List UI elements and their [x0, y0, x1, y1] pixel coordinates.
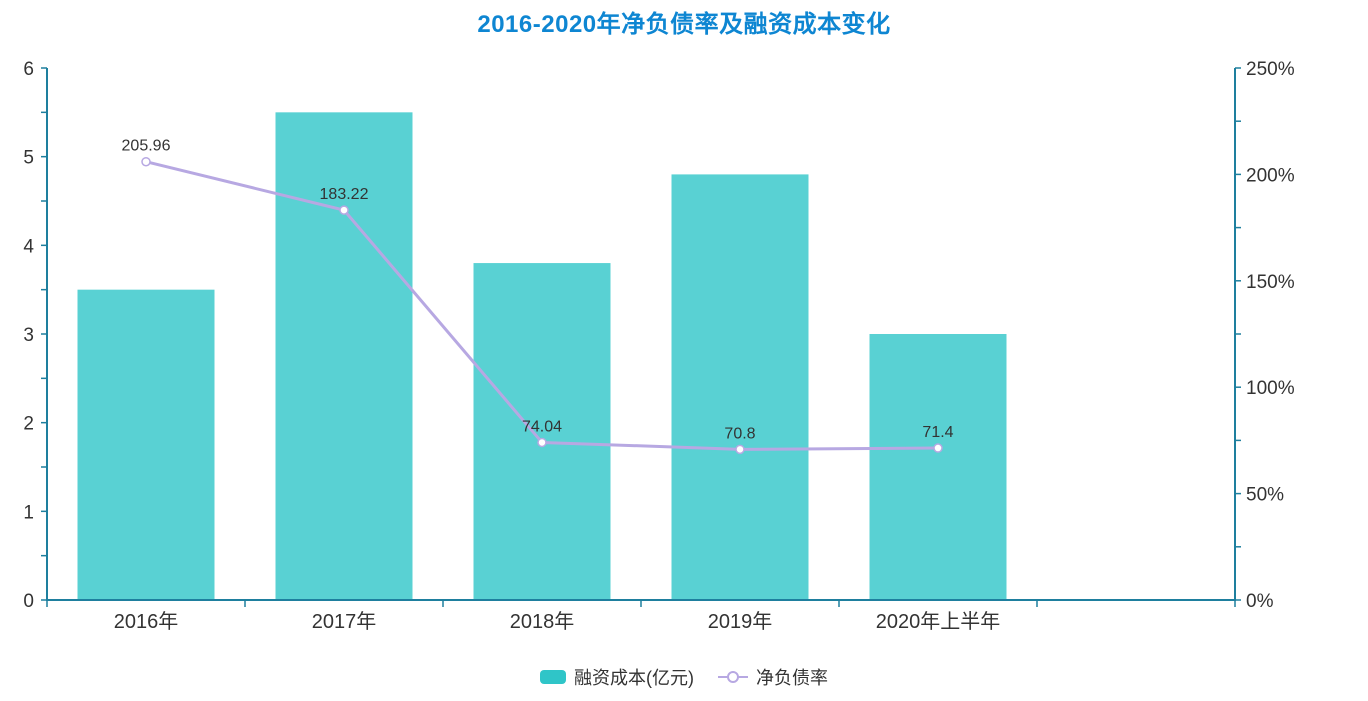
x-axis-label: 2019年 — [708, 610, 773, 633]
line-series-swatch-icon — [718, 671, 748, 683]
bar-financing-cost[interactable] — [671, 174, 809, 600]
line-point-marker[interactable] — [141, 156, 151, 167]
right-axis-label: 0% — [1246, 591, 1274, 612]
line-point-marker[interactable] — [537, 437, 547, 448]
right-axis-label: 150% — [1246, 272, 1295, 293]
right-axis-label: 100% — [1246, 378, 1295, 399]
left-axis-label: 6 — [23, 59, 34, 80]
line-point-label: 183.22 — [320, 186, 369, 203]
line-point-marker[interactable] — [933, 443, 943, 453]
bar-financing-cost[interactable] — [77, 289, 215, 600]
line-point-label: 71.4 — [922, 424, 953, 441]
left-axis-label: 0 — [23, 591, 34, 612]
legend-item-net-debt-ratio[interactable]: 净负债率 — [718, 664, 828, 690]
line-point-marker[interactable] — [339, 205, 349, 215]
left-axis-label: 5 — [23, 148, 34, 169]
chart-title: 2016-2020年净负债率及融资成本变化 — [477, 11, 891, 38]
left-axis-label: 4 — [23, 236, 34, 257]
bar-financing-cost[interactable] — [275, 112, 413, 600]
right-axis-label: 200% — [1246, 165, 1295, 186]
right-axis-label: 50% — [1246, 485, 1284, 506]
left-axis-label: 3 — [23, 325, 34, 346]
x-axis-label: 2016年 — [114, 610, 179, 633]
right-axis-label: 250% — [1246, 59, 1295, 80]
x-axis-label: 2018年 — [510, 610, 575, 633]
legend-label-net-debt-ratio: 净负债率 — [756, 668, 828, 688]
legend-label-financing-cost: 融资成本(亿元) — [574, 668, 694, 688]
x-axis-label: 2017年 — [312, 610, 377, 633]
x-axis-label: 2020年上半年 — [876, 610, 1001, 633]
chart-legend: 融资成本(亿元) 净负债率 — [0, 664, 1368, 690]
left-axis-label: 2 — [23, 414, 34, 435]
line-point-label: 74.04 — [522, 418, 562, 435]
line-point-label: 70.8 — [724, 425, 755, 442]
bar-series-swatch-icon — [540, 670, 566, 684]
bar-financing-cost[interactable] — [473, 263, 611, 600]
legend-item-financing-cost[interactable]: 融资成本(亿元) — [540, 664, 694, 690]
bar-financing-cost[interactable] — [869, 334, 1007, 600]
left-axis-label: 1 — [23, 502, 34, 523]
line-point-label: 205.96 — [122, 138, 171, 155]
line-point-marker[interactable] — [735, 444, 745, 455]
